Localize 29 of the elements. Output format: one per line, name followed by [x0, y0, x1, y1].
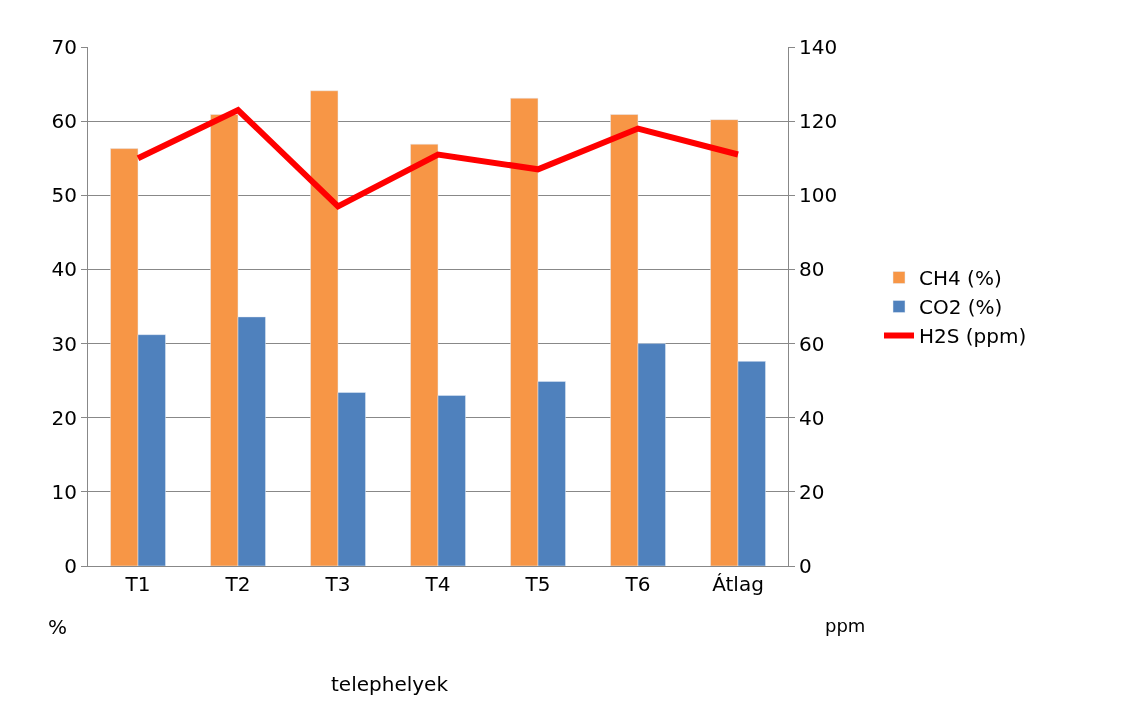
- y-tick-label: 0: [64, 554, 77, 578]
- x-tick-label: Átlag: [712, 572, 764, 596]
- x-tick-label: T1: [124, 572, 151, 596]
- y-tick-label: 50: [51, 183, 77, 208]
- y2-axis-title: ppm: [825, 615, 866, 636]
- y2-tick-label: 40: [799, 405, 825, 430]
- x-tick-label: T5: [524, 572, 551, 596]
- y-tick-label: 10: [51, 479, 77, 504]
- y2-tick-label: 120: [799, 109, 838, 134]
- legend-label: H2S (ppm): [919, 324, 1027, 349]
- y2-tick-label: 20: [799, 479, 825, 504]
- x-tick-label: T2: [224, 572, 251, 596]
- y-axis-title: %: [48, 615, 68, 639]
- y2-tick-label: 0: [799, 554, 812, 578]
- y2-tick-label: 140: [799, 35, 838, 59]
- y2-tick-label: 60: [799, 331, 825, 356]
- y-tick-label: 20: [51, 405, 77, 430]
- x-tick-label: T6: [624, 572, 651, 596]
- legend-label: CH4 (%): [919, 266, 1002, 291]
- y2-tick-label: 100: [799, 183, 838, 208]
- y-tick-label: 30: [51, 331, 77, 356]
- y2-tick-label: 80: [799, 257, 825, 282]
- x-tick-label: T3: [324, 572, 351, 596]
- legend-label: CO2 (%): [919, 295, 1003, 320]
- x-tick-label: T4: [424, 572, 451, 596]
- y-tick-label: 70: [51, 35, 77, 59]
- y-tick-label: 40: [51, 257, 77, 282]
- y-tick-label: 60: [51, 109, 77, 134]
- x-axis-title: telephelyek: [331, 672, 449, 696]
